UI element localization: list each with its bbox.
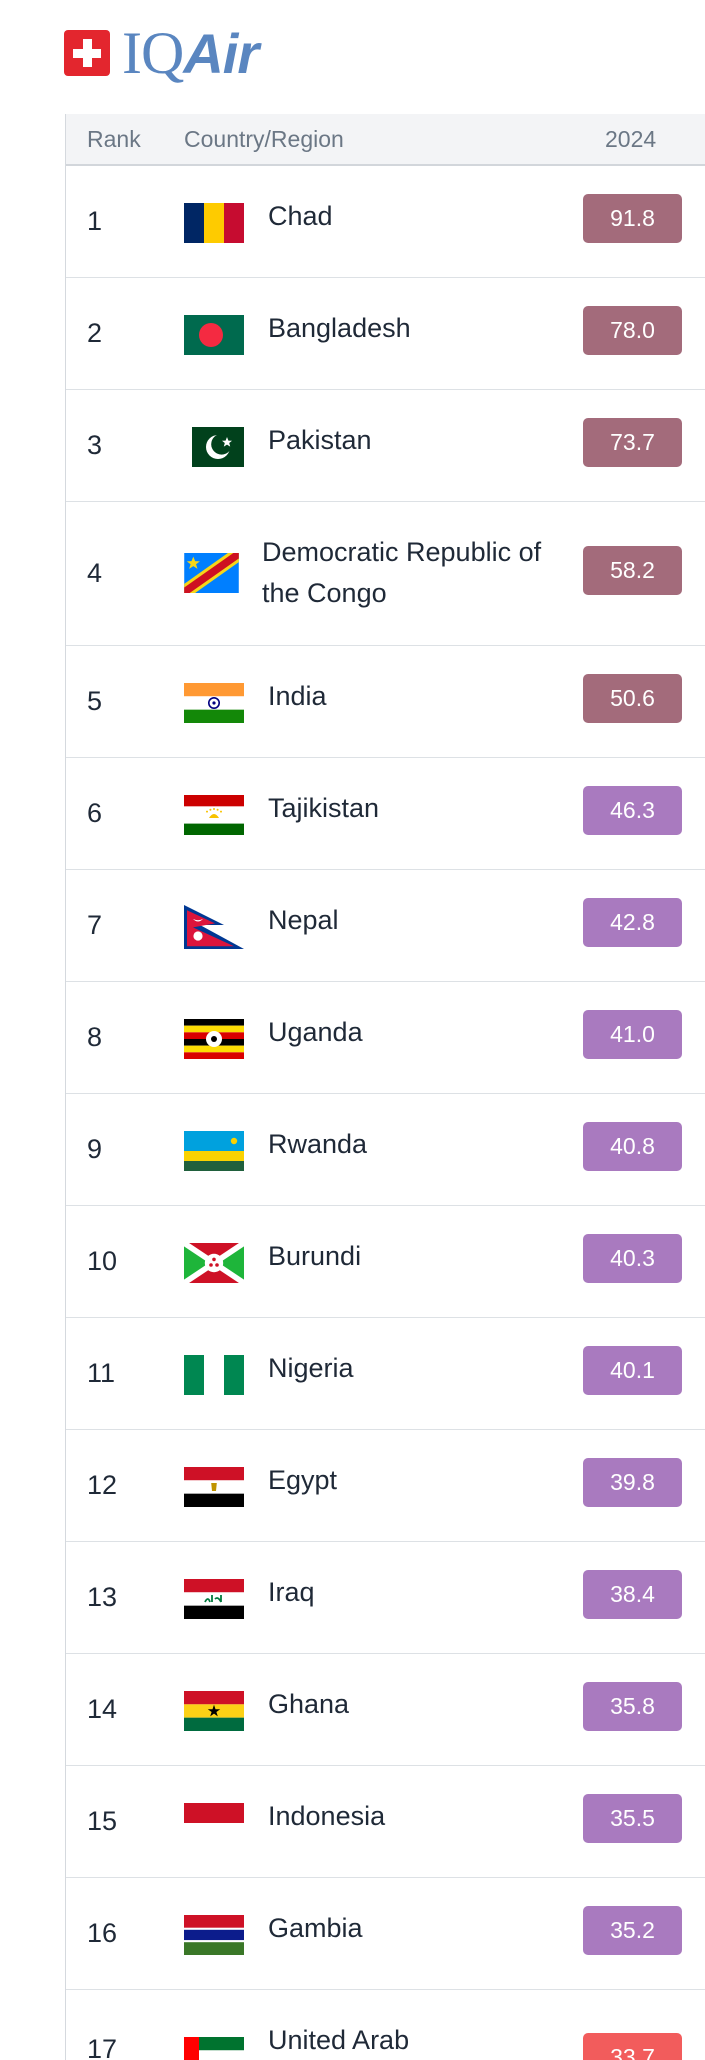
country-name[interactable]: Rwanda [268,1129,368,1159]
country-name[interactable]: Iraq [268,1577,315,1607]
rank-cell: 17 [87,2034,118,2060]
table-row[interactable]: 9 Rwanda 40.8 [66,1094,705,1206]
rank-header[interactable]: Rank [87,126,141,152]
aqi-value-badge: 39.8 [583,1458,682,1507]
rwanda-flag-icon [184,1131,244,1171]
country-name[interactable]: Burundi [268,1241,362,1271]
table-row[interactable]: 17 United Arab 33.7 [66,1990,705,2060]
rank-cell: 14 [87,1694,118,1724]
country-name[interactable]: Egypt [268,1465,338,1495]
nigeria-flag-icon [184,1355,244,1395]
table-row[interactable]: 2 Bangladesh 78.0 [66,278,705,390]
aqi-value-badge: 40.8 [583,1122,682,1171]
rank-cell: 13 [87,1582,118,1612]
rank-cell: 1 [87,206,103,236]
country-name[interactable]: Gambia [268,1913,363,1943]
rank-cell: 2 [87,318,103,348]
rank-cell: 8 [87,1022,103,1052]
aqi-value-badge: 40.1 [583,1346,682,1395]
aqi-value-badge: 40.3 [583,1234,682,1283]
pakistan-flag-icon [184,427,244,467]
tajikistan-flag-icon [184,795,244,835]
rank-cell: 5 [87,686,103,716]
country-header[interactable]: Country/Region [184,126,344,152]
aqi-value-badge: 35.5 [583,1794,682,1843]
country-name[interactable]: Nepal [268,905,339,935]
table-header: Rank Country/Region 2024 [66,114,705,166]
table-row[interactable]: 6 Tajikistan 46.3 [66,758,705,870]
aqi-value-badge: 42.8 [583,898,682,947]
year-header[interactable]: 2024 [605,126,657,152]
table-row[interactable]: 1 Chad 91.8 [66,166,705,278]
country-name[interactable]: Chad [268,201,333,231]
country-name[interactable]: Nigeria [268,1353,354,1383]
gambia-flag-icon [184,1915,244,1955]
country-name[interactable]: United Arab [268,2025,410,2055]
ranking-table: Rank Country/Region 2024 1 Chad 91.8 2 B… [65,114,705,2060]
aqi-value-badge: 78.0 [583,306,682,355]
aqi-value-badge: 73.7 [583,418,682,467]
aqi-value-badge: 35.2 [583,1906,682,1955]
rank-cell: 6 [87,798,103,828]
aqi-value-badge: 33.7 [583,2033,682,2060]
dr-congo-flag-icon [184,553,239,593]
table-row[interactable]: 10 Burundi 40.3 [66,1206,705,1318]
chad-flag-icon [184,203,244,243]
aqi-value-badge: 50.6 [583,674,682,723]
brand-air: Air [183,22,259,85]
nepal-flag-icon [184,905,244,949]
table-row[interactable]: 5 India 50.6 [66,646,705,758]
country-name[interactable]: Tajikistan [268,793,380,823]
table-row[interactable]: 8 Uganda 41.0 [66,982,705,1094]
india-flag-icon [184,683,244,723]
swiss-flag-icon [64,30,110,76]
country-name[interactable]: Bangladesh [268,313,411,343]
iqair-logo[interactable]: IQAir [64,18,259,88]
table-row[interactable]: 11 Nigeria 40.1 [66,1318,705,1430]
aqi-value-badge: 46.3 [583,786,682,835]
country-name[interactable]: India [268,681,327,711]
uae-flag-icon [184,2037,244,2060]
rank-cell: 16 [87,1918,118,1948]
rank-cell: 9 [87,1134,103,1164]
aqi-value-badge: 41.0 [583,1010,682,1059]
country-name[interactable]: Pakistan [268,425,372,455]
brand-wordmark: IQAir [122,20,259,86]
country-name[interactable]: Uganda [268,1017,363,1047]
egypt-flag-icon [184,1467,244,1507]
ghana-flag-icon [184,1691,244,1731]
table-row[interactable]: 7 Nepal 42.8 [66,870,705,982]
country-name[interactable]: Indonesia [268,1801,386,1831]
table-row[interactable]: 4 Democratic Republic of the Congo 58.2 [66,502,705,646]
table-row[interactable]: 13 Iraq 38.4 [66,1542,705,1654]
aqi-value-badge: 91.8 [583,194,682,243]
rank-cell: 3 [87,430,103,460]
table-row[interactable]: 14 Ghana 35.8 [66,1654,705,1766]
brand-iq: IQ [122,20,184,86]
burundi-flag-icon [184,1243,244,1283]
table-row[interactable]: 16 Gambia 35.2 [66,1878,705,1990]
rank-cell: 15 [87,1806,118,1836]
bangladesh-flag-icon [184,315,244,355]
table-row[interactable]: 12 Egypt 39.8 [66,1430,705,1542]
rank-cell: 10 [87,1246,118,1276]
aqi-value-badge: 35.8 [583,1682,682,1731]
rank-cell: 7 [87,910,103,940]
country-name[interactable]: Ghana [268,1689,350,1719]
rank-cell: 11 [87,1358,116,1388]
table-row[interactable]: 15 Indonesia 35.5 [66,1766,705,1878]
iraq-flag-icon [184,1579,244,1619]
rank-cell: 4 [87,558,103,588]
aqi-value-badge: 38.4 [583,1570,682,1619]
rank-cell: 12 [87,1470,118,1500]
indonesia-flag-icon [184,1803,244,1843]
aqi-value-badge: 58.2 [583,546,682,595]
table-row[interactable]: 3 Pakistan 73.7 [66,390,705,502]
uganda-flag-icon [184,1019,244,1059]
country-name[interactable]: Democratic Republic of the Congo [262,537,542,608]
